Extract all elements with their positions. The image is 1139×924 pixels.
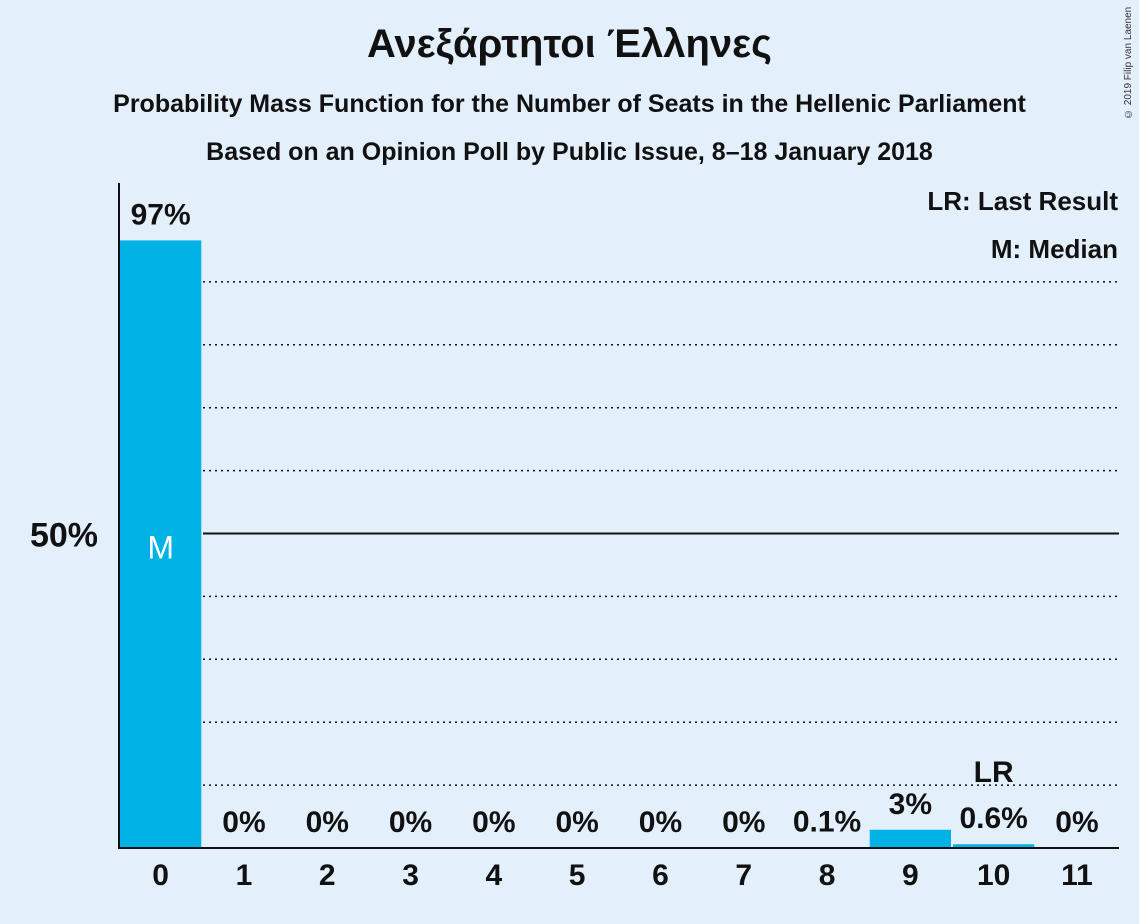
- last-result-marker: LR: [974, 756, 1014, 789]
- x-tick-label: 6: [652, 859, 669, 892]
- value-label: 0%: [472, 806, 515, 839]
- chart-subtitle: Probability Mass Function for the Number…: [113, 90, 1026, 118]
- x-tick-label: 9: [902, 859, 919, 892]
- value-label: 0%: [722, 806, 765, 839]
- value-label: 0%: [306, 806, 349, 839]
- value-label: 0%: [222, 806, 265, 839]
- y-tick-label: 50%: [30, 517, 98, 555]
- bar-9: [869, 829, 951, 848]
- chart-title: Ανεξάρτητοι Έλληνες: [367, 22, 772, 66]
- legend-median: M: Median: [991, 234, 1118, 264]
- value-labels: 97% M 0% 0% 0% 0% 0% 0% 0% 0.1% 3% 0.6% LR 0%: [131, 198, 1099, 839]
- x-tick-labels: 0 1 2 3 4 5 6 7 8 9 10 11: [152, 859, 1093, 892]
- x-tick-label: 5: [569, 859, 586, 892]
- x-tick-label: 0: [152, 859, 169, 892]
- value-label: 0.6%: [959, 802, 1027, 835]
- legend-last-result: LR: Last Result: [927, 186, 1118, 216]
- bars: [120, 240, 1035, 849]
- bar-10: [953, 844, 1035, 848]
- gridlines: 50%: [30, 281, 1119, 786]
- value-label: 97%: [131, 198, 191, 231]
- chart-subtitle-source: Based on an Opinion Poll by Public Issue…: [206, 138, 933, 166]
- median-marker: M: [147, 530, 174, 566]
- x-tick-label: 2: [319, 859, 336, 892]
- value-label: 3%: [889, 788, 932, 821]
- x-tick-label: 3: [402, 859, 419, 892]
- x-tick-label: 4: [486, 859, 503, 892]
- x-tick-label: 11: [1061, 859, 1093, 892]
- value-label: 0%: [389, 806, 432, 839]
- x-tick-label: 1: [236, 859, 253, 892]
- x-tick-label: 7: [735, 859, 752, 892]
- value-label: 0%: [639, 806, 682, 839]
- x-tick-label: 10: [977, 859, 1010, 892]
- value-label: 0%: [1055, 806, 1098, 839]
- x-tick-label: 8: [819, 859, 836, 892]
- value-label: 0.1%: [793, 805, 861, 838]
- bar-0: [120, 240, 202, 849]
- value-label: 0%: [555, 806, 598, 839]
